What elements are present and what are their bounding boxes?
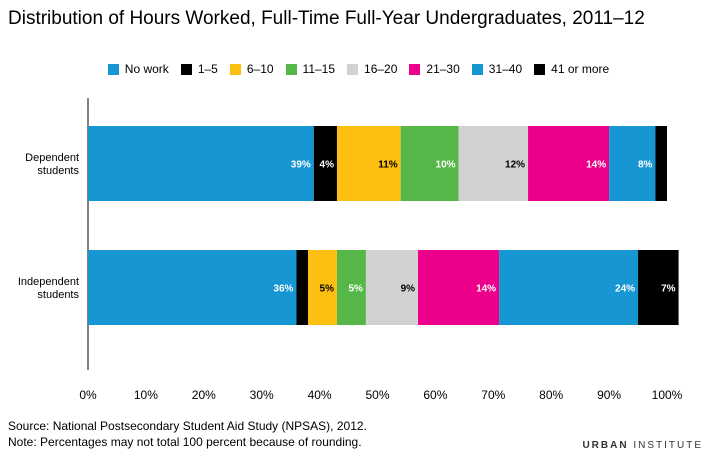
legend: No work 1–5 6–10 11–15 16–20 21–30 31–40 41 or … [0, 62, 717, 78]
x-tick-label: 90% [597, 388, 621, 402]
legend-item: 11–15 [285, 62, 336, 76]
data-label: 9% [401, 284, 416, 295]
legend-item: No work [107, 62, 169, 76]
bar-segment [638, 250, 679, 325]
bar-segment [365, 250, 419, 325]
legend-swatch [107, 63, 119, 75]
legend-swatch [180, 63, 192, 75]
x-tick-label: 30% [250, 388, 274, 402]
legend-item: 16–20 [347, 62, 397, 76]
legend-swatch [409, 63, 421, 75]
x-tick-label: 60% [423, 388, 447, 402]
legend-label: 1–5 [197, 62, 218, 76]
bar-segment [458, 126, 529, 201]
legend-item: 1–5 [180, 62, 218, 76]
chart-title: Distribution of Hours Worked, Full-Time … [8, 8, 645, 29]
x-tick-label: 100% [652, 388, 683, 402]
data-label: 4% [320, 160, 335, 171]
x-tick-label: 80% [539, 388, 563, 402]
legend-swatch [534, 63, 546, 75]
legend-label: 6–10 [246, 62, 274, 76]
legend-item: 21–30 [409, 62, 460, 76]
data-label: 14% [476, 284, 496, 295]
brand-part-1: URBAN [582, 440, 629, 451]
brand-part-2: INSTITUTE [633, 440, 703, 451]
bar-segment [308, 250, 337, 325]
legend-item: 31–40 [471, 62, 523, 76]
source-note: Source: National Postsecondary Student A… [8, 419, 367, 433]
bar-segment [313, 126, 337, 201]
legend-item: 6–10 [229, 62, 274, 76]
bar-segment [296, 250, 309, 325]
bar-segment [528, 126, 610, 201]
legend-label: 31–40 [488, 62, 523, 76]
data-label: 12% [505, 160, 525, 171]
legend-label: 16–20 [364, 62, 398, 76]
bar-segment [400, 126, 459, 201]
rounding-note: Note: Percentages may not total 100 perc… [8, 435, 362, 449]
category-label: students [37, 289, 79, 301]
x-tick-label: 40% [308, 388, 332, 402]
legend-label: 11–15 [302, 62, 336, 76]
footer: Source: National Postsecondary Student A… [8, 418, 367, 450]
data-label: 8% [638, 160, 653, 171]
legend-item: 41 or more [534, 62, 609, 76]
x-tick-label: 0% [79, 388, 97, 402]
legend-swatch [229, 63, 241, 75]
category-label: Dependent [25, 152, 79, 164]
data-label: 11% [378, 160, 398, 171]
legend-label: No work [124, 62, 169, 76]
bar-segment [88, 250, 297, 325]
x-tick-label: 70% [481, 388, 505, 402]
category-label: Independent [18, 276, 79, 288]
bar-segment [418, 250, 500, 325]
data-label: 24% [615, 284, 635, 295]
bar-segment [609, 126, 656, 201]
x-tick-label: 50% [365, 388, 389, 402]
bar-segment [655, 126, 667, 201]
data-label: 5% [348, 284, 363, 295]
data-label: 7% [661, 284, 676, 295]
brand-logo: URBAN INSTITUTE [582, 440, 703, 451]
bar-segment [499, 250, 639, 325]
bar-segment [336, 126, 401, 201]
bar-segment [336, 250, 366, 325]
legend-label: 41 or more [551, 62, 610, 76]
data-label: 10% [436, 160, 456, 171]
legend-swatch [285, 63, 297, 75]
x-tick-label: 20% [192, 388, 216, 402]
x-tick-label: 10% [134, 388, 158, 402]
legend-swatch [347, 63, 359, 75]
legend-swatch [471, 63, 483, 75]
legend-label: 21–30 [426, 62, 460, 76]
data-label: 14% [586, 160, 606, 171]
category-label: students [37, 165, 79, 177]
data-label: 36% [273, 284, 293, 295]
bar-segment [88, 126, 314, 201]
data-label: 5% [320, 284, 335, 295]
data-label: 39% [291, 160, 311, 171]
